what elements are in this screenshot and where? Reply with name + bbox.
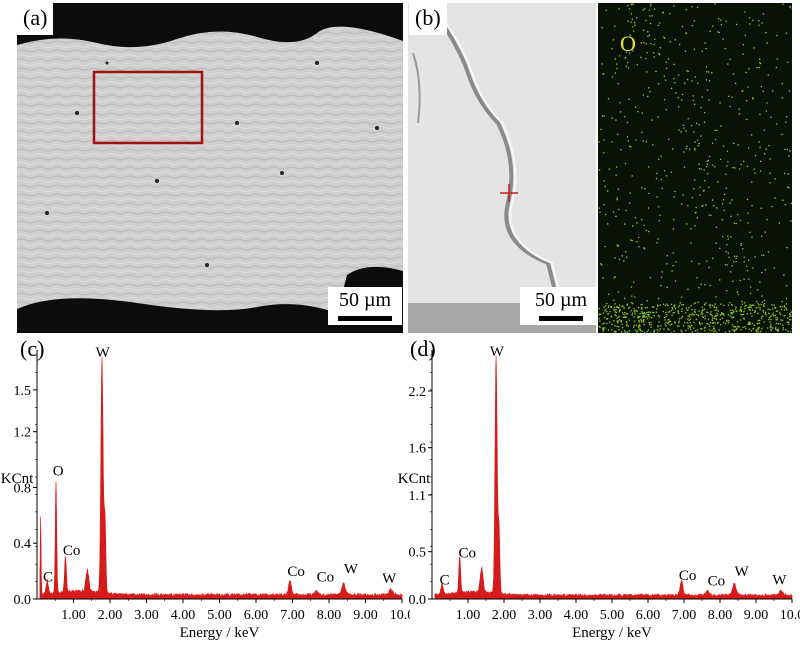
peak-label: W xyxy=(490,345,505,360)
x-tick-label: 7.00 xyxy=(280,608,305,623)
sem-image-a xyxy=(17,3,403,333)
panel-label-b: (b) xyxy=(409,3,447,35)
y-tick-label: 1.5 xyxy=(14,384,32,399)
y-tick-label: 0.0 xyxy=(14,593,32,608)
peak-label: Co xyxy=(459,545,477,561)
peak-label: W xyxy=(382,571,397,587)
panel-label-d: (d) xyxy=(410,336,436,361)
x-tick-label: 5.00 xyxy=(600,608,625,623)
spectrum-area xyxy=(434,355,793,600)
panel-label-a: (a) xyxy=(17,3,54,35)
sem-image-a-drawing xyxy=(17,3,403,333)
scale-bar-a: 50 µm xyxy=(328,287,402,325)
roi-box xyxy=(92,70,204,145)
x-tick-label: 3.00 xyxy=(134,608,159,623)
sem-image-b-drawing xyxy=(408,3,596,333)
scale-bar-line-a xyxy=(338,316,392,321)
x-tick-label: 9.00 xyxy=(744,608,769,623)
spectrum-area xyxy=(39,357,403,600)
eds-spectrum-d: 0.0 0.5 1.1 1.6 2.2 1.00 2.00 3.00 4.00 5.00 6.00 7… xyxy=(398,345,800,641)
peak-label: W xyxy=(96,345,111,361)
x-tick-label: 3.00 xyxy=(528,608,553,623)
eds-map-drawing xyxy=(598,3,792,333)
x-tick-label: 1.00 xyxy=(456,608,481,623)
x-tick-label: 9.00 xyxy=(353,608,378,623)
peak-label: Co xyxy=(317,570,335,586)
x-tick-label: 7.00 xyxy=(672,608,697,623)
x-tick-label: 8.00 xyxy=(317,608,342,623)
scale-label-a: 50 µm xyxy=(338,289,392,311)
y-tick-label: 0.8 xyxy=(14,481,32,496)
y-tick-label: 0.5 xyxy=(409,546,427,561)
peak-label: Co xyxy=(63,543,81,559)
scale-bar-b: 50 µm xyxy=(520,287,602,325)
x-tick-label: 10.0 xyxy=(390,608,410,623)
y-axis-label: KCnt xyxy=(398,471,431,487)
x-tick-label: 6.00 xyxy=(636,608,661,623)
y-axis-label: KCnt xyxy=(1,471,34,487)
x-axis-label: Energy / keV xyxy=(180,625,260,641)
x-tick-label: 5.00 xyxy=(207,608,232,623)
x-axis-label: Energy / keV xyxy=(572,625,652,641)
y-tick-label: 0.4 xyxy=(14,537,32,552)
peak-label: C xyxy=(43,570,53,586)
x-tick-label: 8.00 xyxy=(708,608,733,623)
peak-label: W xyxy=(735,564,750,580)
y-tick-label: 1.2 xyxy=(14,426,32,441)
x-tick-label: 4.00 xyxy=(564,608,589,623)
y-tick-label: 0.0 xyxy=(409,593,427,608)
y-tick-label: 1.6 xyxy=(409,442,427,457)
peak-label: Co xyxy=(679,568,697,584)
peak-label: Co xyxy=(708,574,726,590)
eds-map-o: O xyxy=(598,3,792,333)
sem-image-b xyxy=(408,3,596,333)
scale-bar-line-b xyxy=(539,316,583,321)
map-element-label: O xyxy=(620,31,636,56)
x-tick-label: 1.00 xyxy=(61,608,86,623)
y-tick-label: 1.1 xyxy=(409,489,427,504)
peak-label: W xyxy=(344,561,359,577)
x-tick-label: 6.00 xyxy=(244,608,269,623)
peak-label: Co xyxy=(287,564,305,580)
eds-spectrum-c: 0.0 0.4 0.8 1.2 1.5 1.00 2.00 3.00 4.00 5.00 6.00 7… xyxy=(1,345,410,641)
x-tick-label: 10.0 xyxy=(780,608,800,623)
x-tick-label: 4.00 xyxy=(171,608,196,623)
x-tick-label: 2.00 xyxy=(98,608,123,623)
map-dots xyxy=(598,3,792,333)
scale-label-b: 50 µm xyxy=(534,289,588,311)
panel-label-c: (c) xyxy=(20,336,45,361)
peak-label: C xyxy=(440,573,450,589)
peak-label: O xyxy=(53,464,64,480)
peak-label: W xyxy=(772,573,787,589)
y-tick-label: 2.2 xyxy=(409,385,427,400)
x-tick-label: 2.00 xyxy=(492,608,517,623)
